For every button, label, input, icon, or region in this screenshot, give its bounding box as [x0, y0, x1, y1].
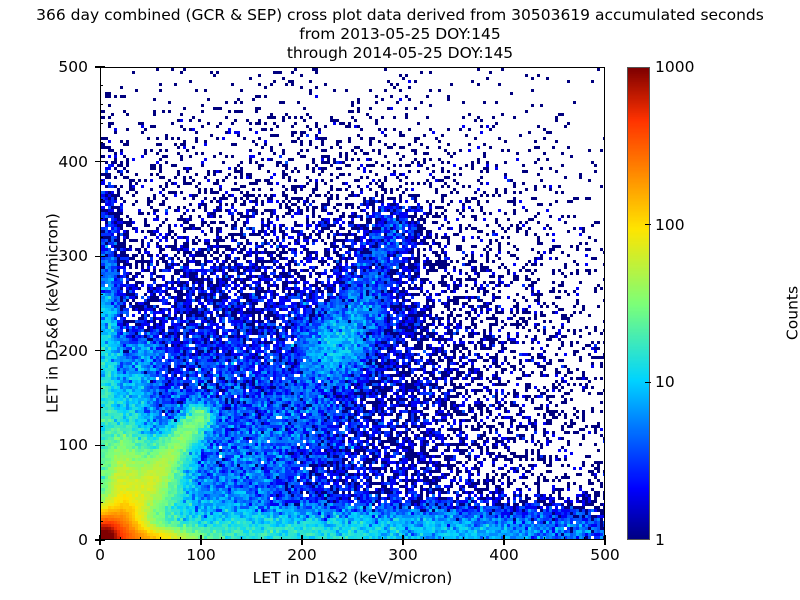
- x-tick-mark: [200, 540, 202, 545]
- x-minor-tick: [341, 537, 343, 540]
- x-minor-tick: [523, 537, 525, 540]
- x-tick-mark: [503, 540, 505, 545]
- x-minor-tick: [160, 537, 162, 540]
- y-minor-tick: [100, 388, 103, 390]
- y-tick-label-100: 100: [58, 436, 88, 455]
- y-minor-tick: [100, 463, 103, 465]
- colorbar: [627, 67, 650, 540]
- y-minor-tick: [100, 274, 103, 276]
- x-tick-mark-inner: [99, 535, 101, 540]
- x-minor-tick: [422, 537, 424, 540]
- colorbar-tick-mark: [645, 224, 651, 226]
- colorbar-tick-label-10: 10: [655, 373, 675, 392]
- y-tick-label-300: 300: [58, 247, 88, 266]
- x-tick-mark-inner: [301, 535, 303, 540]
- plot-area: [100, 67, 605, 540]
- x-minor-tick: [382, 537, 384, 540]
- colorbar-tick-label-1: 1: [655, 531, 665, 549]
- y-minor-tick: [100, 217, 103, 219]
- y-minor-tick: [100, 198, 103, 200]
- x-tick-mark-inner: [402, 535, 404, 540]
- y-minor-tick: [100, 142, 103, 144]
- y-minor-tick: [100, 501, 103, 503]
- y-axis-label: LET in D5&6 (keV/micron): [43, 212, 62, 413]
- x-tick-label-500: 500: [590, 546, 620, 564]
- x-tick-mark: [99, 540, 101, 545]
- x-tick-mark: [301, 540, 303, 545]
- y-tick-label-400: 400: [58, 152, 88, 171]
- x-minor-tick: [220, 537, 222, 540]
- colorbar-tick-mark: [645, 381, 651, 383]
- x-minor-tick: [442, 537, 444, 540]
- chart-title: 366 day combined (GCR & SEP) cross plot …: [0, 6, 800, 63]
- y-minor-tick: [100, 520, 103, 522]
- y-minor-tick: [100, 236, 103, 238]
- x-tick-mark: [604, 540, 606, 545]
- x-minor-tick: [543, 537, 545, 540]
- y-tick-mark: [95, 444, 100, 446]
- y-minor-tick: [100, 104, 103, 106]
- x-tick-label-100: 100: [186, 546, 216, 564]
- y-minor-tick: [100, 482, 103, 484]
- x-minor-tick: [180, 537, 182, 540]
- x-tick-label-400: 400: [489, 546, 519, 564]
- y-tick-mark: [95, 539, 100, 541]
- x-minor-tick: [281, 537, 283, 540]
- x-tick-mark-inner: [503, 535, 505, 540]
- y-minor-tick: [100, 312, 103, 314]
- y-tick-mark: [95, 255, 100, 257]
- y-tick-mark-inner: [100, 539, 105, 541]
- x-tick-mark: [402, 540, 404, 545]
- y-tick-label-200: 200: [58, 341, 88, 360]
- x-minor-tick: [261, 537, 263, 540]
- chart-title-line-2: from 2013-05-25 DOY:145: [299, 25, 501, 43]
- y-minor-tick: [100, 85, 103, 87]
- y-tick-mark: [95, 350, 100, 352]
- y-tick-mark-inner: [100, 350, 105, 352]
- x-tick-mark-inner: [200, 535, 202, 540]
- chart-title-line-1: 366 day combined (GCR & SEP) cross plot …: [36, 6, 764, 24]
- colorbar-tick-label-100: 100: [655, 215, 685, 234]
- y-tick-mark: [95, 66, 100, 68]
- x-tick-label-300: 300: [388, 546, 418, 564]
- y-tick-mark-inner: [100, 444, 105, 446]
- chart-title-line-3: through 2014-05-25 DOY:145: [286, 44, 514, 62]
- y-minor-tick: [100, 293, 103, 295]
- x-tick-label-0: 0: [95, 546, 105, 564]
- x-minor-tick: [463, 537, 465, 540]
- y-tick-label-0: 0: [78, 531, 88, 549]
- x-minor-tick: [119, 537, 121, 540]
- x-tick-label-200: 200: [287, 546, 317, 564]
- histogram-2d-heatmap: [101, 68, 604, 539]
- y-minor-tick: [100, 123, 103, 125]
- colorbar-label: Counts: [783, 285, 800, 340]
- y-tick-label-500: 500: [58, 58, 88, 76]
- x-minor-tick: [321, 537, 323, 540]
- y-minor-tick: [100, 407, 103, 409]
- x-minor-tick: [139, 537, 141, 540]
- y-minor-tick: [100, 369, 103, 371]
- y-minor-tick: [100, 180, 103, 182]
- x-axis-label: LET in D1&2 (keV/micron): [252, 569, 453, 587]
- y-minor-tick: [100, 425, 103, 427]
- x-minor-tick: [584, 537, 586, 540]
- x-minor-tick: [564, 537, 566, 540]
- y-minor-tick: [100, 331, 103, 333]
- colorbar-tick-label-1000: 1000: [655, 58, 695, 76]
- x-minor-tick: [362, 537, 364, 540]
- y-tick-mark: [95, 161, 100, 163]
- y-tick-mark-inner: [100, 66, 105, 68]
- x-tick-mark-inner: [604, 535, 606, 540]
- y-tick-mark-inner: [100, 161, 105, 163]
- x-minor-tick: [483, 537, 485, 540]
- colorbar-gradient: [628, 68, 649, 539]
- x-minor-tick: [240, 537, 242, 540]
- y-tick-mark-inner: [100, 255, 105, 257]
